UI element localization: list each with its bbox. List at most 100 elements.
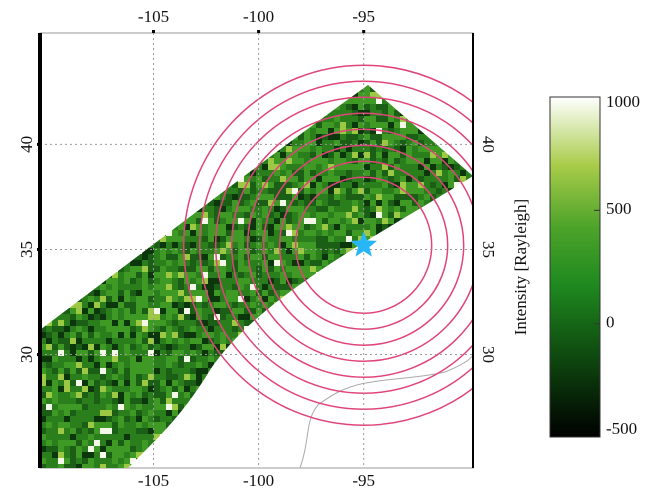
swath-cell xyxy=(364,218,370,224)
swath-cell xyxy=(172,242,178,248)
swath-cell xyxy=(64,452,70,458)
swath-cell xyxy=(100,380,106,386)
swath-cell xyxy=(130,338,136,344)
swath-cell xyxy=(64,422,70,428)
swath-cell xyxy=(178,338,184,344)
swath-cell xyxy=(142,278,148,284)
swath-cell xyxy=(202,344,208,350)
swath-cell xyxy=(130,284,136,290)
swath-cell xyxy=(280,152,286,158)
swath-cell xyxy=(418,188,424,194)
swath-cell xyxy=(178,278,184,284)
swath-cell xyxy=(214,332,220,338)
swath-cell xyxy=(112,302,118,308)
swath-cell xyxy=(82,338,88,344)
swath-cell xyxy=(268,290,274,296)
swath-cell xyxy=(340,116,346,122)
swath-cell xyxy=(76,398,82,404)
swath-cell xyxy=(58,410,64,416)
swath-cell xyxy=(196,332,202,338)
swath-cell xyxy=(358,218,364,224)
swath-cell xyxy=(70,308,76,314)
swath-cell xyxy=(286,146,292,152)
swath-cell xyxy=(376,170,382,176)
swath-cell xyxy=(406,146,412,152)
swath-cell xyxy=(58,464,64,470)
swath-cell xyxy=(328,176,334,182)
swath-cell xyxy=(58,428,64,434)
swath-cell xyxy=(310,212,316,218)
swath-cell xyxy=(160,260,166,266)
swath-cell xyxy=(76,464,82,470)
swath-cell xyxy=(136,326,142,332)
swath-cell xyxy=(178,290,184,296)
swath-cell xyxy=(106,344,112,350)
swath-cell xyxy=(232,236,238,242)
swath-cell xyxy=(52,422,58,428)
swath-cell xyxy=(364,170,370,176)
swath-cell xyxy=(280,248,286,254)
swath-cell xyxy=(376,218,382,224)
swath-cell xyxy=(58,422,64,428)
swath-cell xyxy=(100,458,106,464)
swath-cell xyxy=(214,338,220,344)
swath-cell xyxy=(196,212,202,218)
swath-cell xyxy=(124,296,130,302)
swath-cell xyxy=(334,194,340,200)
swath-cell xyxy=(130,272,136,278)
swath-cell xyxy=(94,350,100,356)
swath-cell xyxy=(136,416,142,422)
y-tick-label: 30 xyxy=(17,346,36,363)
swath-cell xyxy=(208,266,214,272)
swath-cell xyxy=(112,392,118,398)
swath-cell xyxy=(226,290,232,296)
swath-cell xyxy=(178,254,184,260)
swath-cell xyxy=(166,242,172,248)
swath-cell xyxy=(316,254,322,260)
swath-cell xyxy=(46,380,52,386)
swath-cell xyxy=(214,236,220,242)
swath-cell xyxy=(160,350,166,356)
swath-cell xyxy=(76,308,82,314)
swath-cell xyxy=(52,464,58,470)
swath-cell xyxy=(130,278,136,284)
swath-cell xyxy=(46,440,52,446)
swath-cell xyxy=(370,188,376,194)
swath-cell xyxy=(46,386,52,392)
swath-cell xyxy=(142,392,148,398)
swath-cell xyxy=(388,170,394,176)
swath-cell xyxy=(448,176,454,182)
swath-cell xyxy=(100,290,106,296)
swath-cell xyxy=(352,200,358,206)
swath-cell xyxy=(376,212,382,218)
swath-cell xyxy=(316,146,322,152)
swath-cell xyxy=(328,194,334,200)
swath-cell xyxy=(100,308,106,314)
swath-cell xyxy=(430,188,436,194)
swath-cell xyxy=(106,374,112,380)
swath-cell xyxy=(334,242,340,248)
swath-cell xyxy=(172,344,178,350)
swath-cell xyxy=(316,242,322,248)
swath-cell xyxy=(142,320,148,326)
swath-cell xyxy=(46,368,52,374)
swath-cell xyxy=(280,278,286,284)
swath-cell xyxy=(52,350,58,356)
swath-cell xyxy=(316,248,322,254)
swath-cell xyxy=(286,236,292,242)
swath-cell xyxy=(142,404,148,410)
swath-cell xyxy=(52,440,58,446)
swath-cell xyxy=(304,254,310,260)
swath-cell xyxy=(88,356,94,362)
swath-cell xyxy=(64,350,70,356)
swath-cell xyxy=(376,152,382,158)
swath-cell xyxy=(46,350,52,356)
swath-cell xyxy=(124,404,130,410)
swath-cell xyxy=(232,302,238,308)
swath-cell xyxy=(202,362,208,368)
swath-cell xyxy=(76,326,82,332)
swath-cell xyxy=(238,224,244,230)
swath-cell xyxy=(106,464,112,470)
swath-cell xyxy=(136,272,142,278)
swath-cell xyxy=(202,338,208,344)
